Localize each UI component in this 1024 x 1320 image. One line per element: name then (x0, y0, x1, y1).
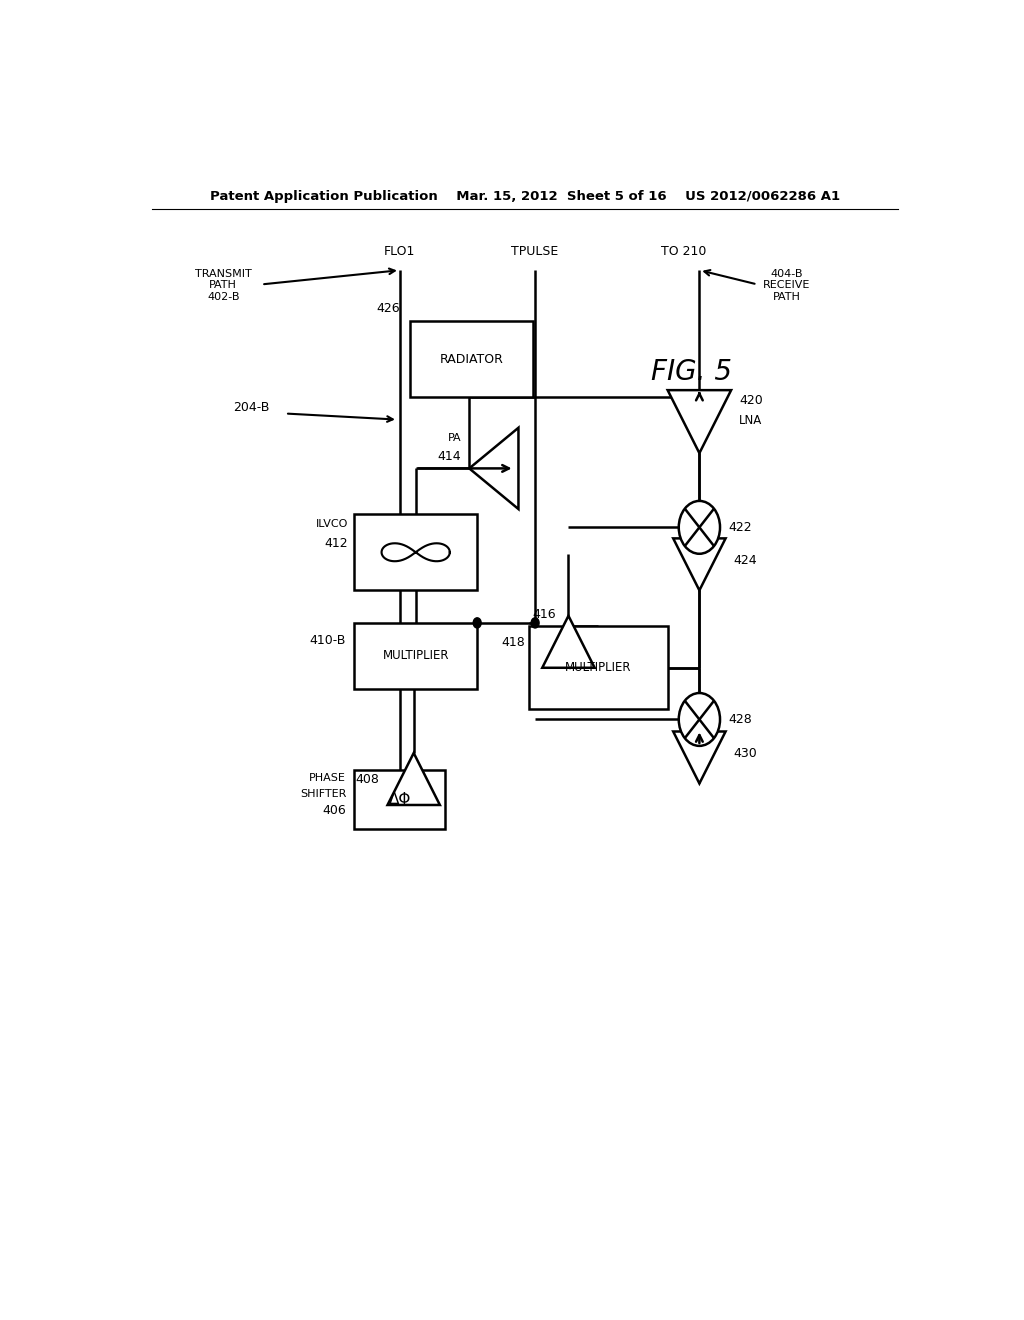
Text: ILVCO: ILVCO (315, 519, 348, 529)
Polygon shape (673, 539, 726, 590)
Bar (354, 515, 477, 590)
Polygon shape (469, 428, 518, 510)
Circle shape (679, 693, 720, 746)
Text: ΔΦ: ΔΦ (389, 792, 411, 808)
Text: SHIFTER: SHIFTER (300, 788, 346, 799)
Text: 406: 406 (323, 804, 346, 817)
Circle shape (679, 500, 720, 554)
Text: Patent Application Publication    Mar. 15, 2012  Sheet 5 of 16    US 2012/006228: Patent Application Publication Mar. 15, … (210, 190, 840, 202)
Text: 416: 416 (532, 609, 556, 620)
Text: 420: 420 (739, 393, 763, 407)
Text: 408: 408 (355, 774, 380, 787)
Polygon shape (543, 615, 595, 668)
Bar (528, 626, 668, 709)
Text: 428: 428 (728, 713, 752, 726)
Polygon shape (387, 752, 440, 805)
Text: MULTIPLIER: MULTIPLIER (382, 649, 449, 663)
Text: PHASE: PHASE (309, 774, 346, 783)
Text: 404-B
RECEIVE
PATH: 404-B RECEIVE PATH (763, 269, 810, 302)
Text: LNA: LNA (739, 414, 762, 428)
Text: 418: 418 (501, 636, 524, 649)
Text: 412: 412 (325, 536, 348, 549)
Text: TPULSE: TPULSE (512, 246, 559, 257)
Text: RADIATOR: RADIATOR (439, 352, 503, 366)
Bar (410, 321, 532, 397)
Text: PA: PA (447, 433, 461, 444)
Text: FLO1: FLO1 (384, 246, 416, 257)
Text: 410-B: 410-B (310, 634, 346, 647)
Polygon shape (673, 731, 726, 784)
Polygon shape (668, 391, 731, 453)
Bar (354, 623, 477, 689)
Text: FIG. 5: FIG. 5 (651, 358, 732, 385)
Text: MULTIPLIER: MULTIPLIER (565, 661, 632, 675)
Circle shape (473, 618, 481, 628)
Text: 204-B: 204-B (232, 401, 269, 414)
Text: TRANSMIT
PATH
402-B: TRANSMIT PATH 402-B (195, 269, 252, 302)
Text: TO 210: TO 210 (660, 246, 707, 257)
Bar (354, 771, 445, 829)
Text: 424: 424 (733, 553, 757, 566)
Text: 414: 414 (437, 450, 461, 463)
Text: 426: 426 (377, 302, 400, 315)
Text: 430: 430 (733, 747, 758, 760)
Text: 422: 422 (728, 521, 752, 533)
Circle shape (531, 618, 539, 628)
